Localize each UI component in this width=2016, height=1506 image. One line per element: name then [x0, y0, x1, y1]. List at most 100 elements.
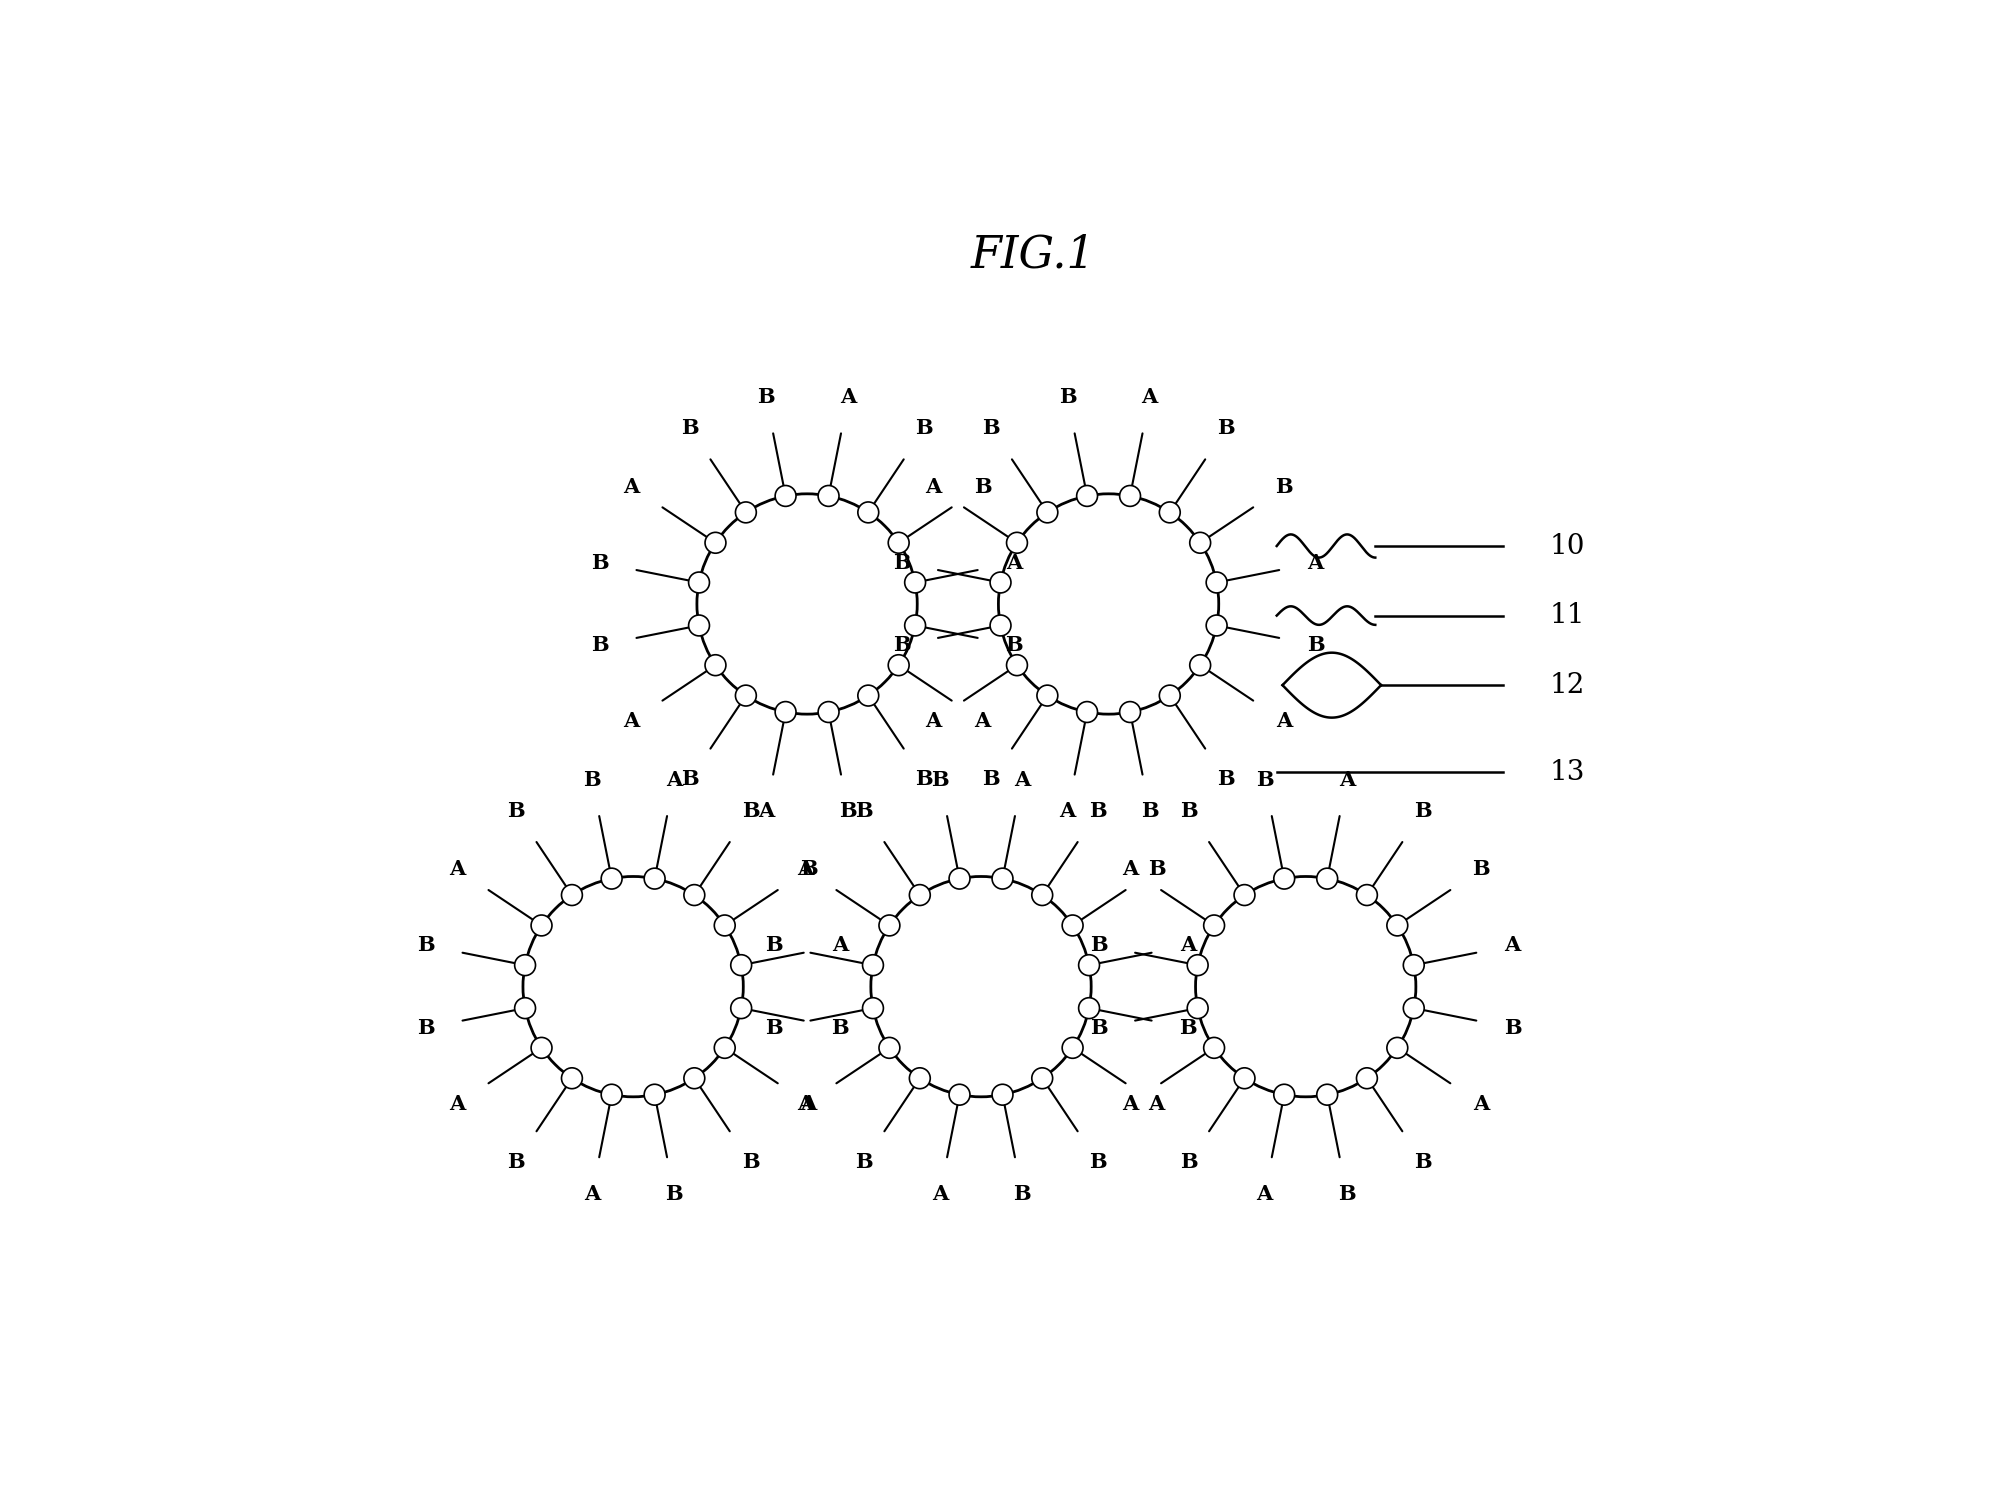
- Text: B: B: [1276, 477, 1292, 497]
- Text: B: B: [1006, 636, 1022, 655]
- Text: A: A: [665, 770, 683, 789]
- Text: A: A: [1123, 860, 1139, 880]
- Circle shape: [1204, 1038, 1224, 1059]
- Circle shape: [990, 614, 1010, 636]
- Text: B: B: [1413, 1152, 1431, 1172]
- Text: B: B: [893, 553, 911, 572]
- Circle shape: [645, 867, 665, 889]
- Text: A: A: [758, 801, 774, 821]
- Text: B: B: [758, 387, 774, 407]
- Text: B: B: [1218, 419, 1234, 438]
- Text: 13: 13: [1548, 759, 1585, 786]
- Circle shape: [1159, 501, 1179, 523]
- Circle shape: [950, 1084, 970, 1105]
- Circle shape: [909, 1068, 929, 1089]
- Text: B: B: [1058, 387, 1077, 407]
- Text: B: B: [855, 801, 873, 821]
- Circle shape: [879, 916, 899, 935]
- Text: B: B: [1306, 636, 1325, 655]
- Text: B: B: [742, 1152, 760, 1172]
- Text: 10: 10: [1548, 533, 1585, 560]
- Text: A: A: [1006, 553, 1022, 572]
- Circle shape: [889, 655, 909, 676]
- Circle shape: [818, 702, 839, 723]
- Text: B: B: [1413, 801, 1431, 821]
- Circle shape: [601, 867, 623, 889]
- Text: B: B: [508, 1152, 524, 1172]
- Circle shape: [992, 1084, 1012, 1105]
- Text: B: B: [508, 801, 524, 821]
- Text: A: A: [925, 711, 941, 732]
- Circle shape: [859, 685, 879, 706]
- Text: B: B: [982, 770, 1000, 789]
- Text: B: B: [1256, 770, 1274, 789]
- Text: A: A: [931, 1184, 948, 1203]
- Circle shape: [1316, 1084, 1339, 1105]
- Text: A: A: [1256, 1184, 1272, 1203]
- Text: A: A: [1308, 553, 1325, 572]
- Circle shape: [905, 572, 925, 593]
- Circle shape: [1077, 702, 1097, 723]
- Text: B: B: [915, 419, 933, 438]
- Text: 12: 12: [1548, 672, 1585, 699]
- Text: A: A: [623, 477, 639, 497]
- Circle shape: [1206, 572, 1228, 593]
- Circle shape: [1036, 685, 1058, 706]
- Text: A: A: [585, 1184, 601, 1203]
- Text: B: B: [1218, 770, 1234, 789]
- Text: B: B: [681, 770, 700, 789]
- Text: B: B: [855, 1152, 873, 1172]
- Text: B: B: [766, 935, 782, 955]
- Circle shape: [736, 501, 756, 523]
- Circle shape: [1403, 997, 1423, 1018]
- Circle shape: [522, 876, 744, 1096]
- Circle shape: [514, 955, 536, 976]
- Text: B: B: [1179, 1152, 1198, 1172]
- Circle shape: [1077, 485, 1097, 506]
- Polygon shape: [1282, 652, 1381, 718]
- Text: B: B: [982, 419, 1000, 438]
- Circle shape: [818, 485, 839, 506]
- Circle shape: [1189, 655, 1212, 676]
- Circle shape: [863, 997, 883, 1018]
- Circle shape: [1357, 884, 1377, 905]
- Text: B: B: [591, 553, 609, 572]
- Circle shape: [714, 916, 736, 935]
- Circle shape: [683, 1068, 706, 1089]
- Text: A: A: [833, 935, 849, 955]
- Circle shape: [879, 1038, 899, 1059]
- Text: A: A: [1179, 935, 1195, 955]
- Circle shape: [774, 702, 796, 723]
- Text: B: B: [1141, 801, 1159, 821]
- Text: B: B: [974, 477, 992, 497]
- Circle shape: [562, 1068, 583, 1089]
- Circle shape: [1316, 867, 1339, 889]
- Text: A: A: [798, 1093, 814, 1114]
- Text: A: A: [925, 477, 941, 497]
- Circle shape: [909, 884, 929, 905]
- Text: A: A: [800, 1093, 816, 1114]
- Circle shape: [683, 884, 706, 905]
- Circle shape: [706, 655, 726, 676]
- Text: A: A: [1123, 1093, 1139, 1114]
- Circle shape: [990, 572, 1010, 593]
- Circle shape: [736, 685, 756, 706]
- Circle shape: [1006, 655, 1028, 676]
- Text: A: A: [1474, 1093, 1490, 1114]
- Circle shape: [863, 955, 883, 976]
- Text: B: B: [1091, 935, 1107, 955]
- Text: B: B: [742, 801, 760, 821]
- Circle shape: [689, 614, 710, 636]
- Circle shape: [992, 867, 1012, 889]
- Text: A: A: [1149, 1093, 1165, 1114]
- Circle shape: [1403, 955, 1423, 976]
- Circle shape: [950, 867, 970, 889]
- Text: B: B: [1014, 1184, 1030, 1203]
- Text: 11: 11: [1548, 602, 1585, 630]
- Text: A: A: [1014, 770, 1030, 789]
- Circle shape: [1195, 876, 1415, 1096]
- Text: B: B: [681, 419, 700, 438]
- Text: A: A: [974, 711, 990, 732]
- Circle shape: [730, 955, 752, 976]
- Text: A: A: [1504, 935, 1520, 955]
